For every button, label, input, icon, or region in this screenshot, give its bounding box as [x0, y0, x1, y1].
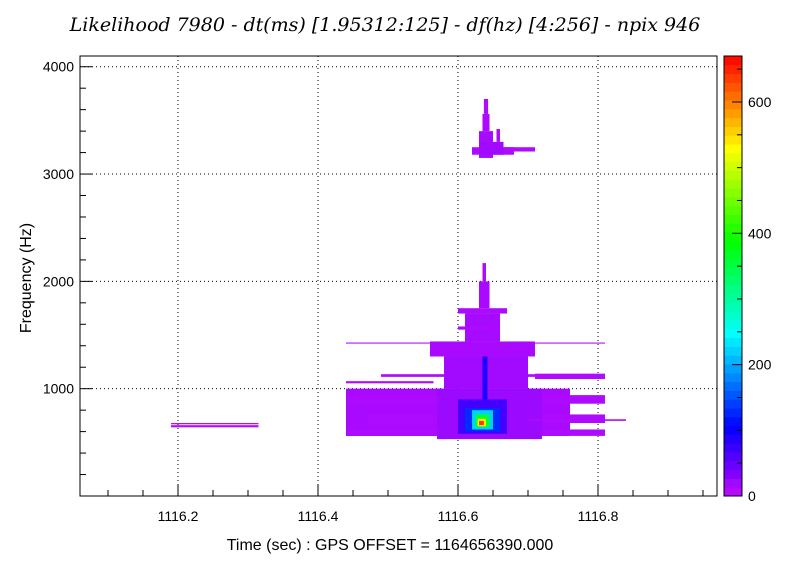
colorbar-swatch	[724, 452, 742, 462]
colorbar-frame	[723, 55, 743, 497]
colorbar-swatch	[724, 346, 742, 356]
colorbar-swatch	[724, 196, 742, 207]
colorbar-swatch	[724, 117, 742, 127]
colorbar: 0 200 400 600	[723, 55, 772, 504]
colorbar-swatch	[724, 135, 742, 145]
colorbar-swatch	[724, 284, 742, 295]
heatmap-cell	[171, 423, 259, 425]
heatmap-cell	[479, 141, 504, 155]
grid-lines	[80, 56, 717, 496]
plot-frame	[79, 55, 718, 497]
colorbar-swatch	[724, 223, 742, 233]
colorbar-swatch	[724, 390, 742, 400]
colorbar-swatch	[724, 478, 742, 488]
heatmap-cell	[458, 326, 493, 330]
colorbar-swatch	[724, 144, 742, 154]
colorbar-swatch	[724, 249, 742, 259]
heatmap-cell	[486, 147, 535, 152]
colorbar-swatch	[724, 205, 742, 215]
x-tick-label: 1116.8	[578, 508, 619, 524]
colorbar-swatch	[724, 258, 742, 268]
heatmap-cell	[528, 419, 626, 421]
colorbar-swatch	[724, 56, 742, 66]
colorbar-swatch	[724, 408, 742, 418]
colorbar-swatch	[724, 434, 742, 444]
colorbar-swatch	[724, 214, 742, 224]
colorbar-swatch	[724, 381, 742, 391]
y-tick-label: 1000	[43, 381, 74, 397]
heatmap-cell	[483, 98, 489, 114]
colorbar-tick-label: 400	[748, 225, 772, 241]
heatmap-cells	[171, 98, 626, 440]
colorbar-swatch	[724, 73, 742, 83]
colorbar-swatch	[724, 240, 742, 251]
x-tick-label: 1116.2	[158, 508, 199, 524]
colorbar-tick-label: 200	[748, 357, 772, 373]
colorbar-swatch	[724, 364, 742, 374]
colorbar-swatch	[724, 399, 742, 409]
colorbar-swatch	[724, 328, 742, 339]
colorbar-swatch	[724, 276, 742, 286]
heatmap-cell	[171, 425, 259, 428]
colorbar-swatch	[724, 179, 742, 189]
colorbar-swatch	[724, 425, 742, 435]
colorbar-swatch	[724, 443, 742, 453]
heatmap-cell	[346, 381, 434, 384]
heatmap-cell	[479, 420, 484, 426]
colorbar-swatch	[724, 487, 742, 497]
colorbar-swatch	[724, 64, 742, 75]
heatmap-cell	[482, 356, 488, 400]
colorbar-swatch	[724, 161, 742, 171]
x-axis: 1116.2 1116.4 1116.6 1116.8	[107, 484, 704, 524]
colorbar-tick-label: 600	[748, 94, 772, 110]
heatmap-cell	[482, 263, 486, 282]
heatmap-cell	[496, 128, 500, 142]
x-tick-label: 1116.6	[438, 508, 479, 524]
y-axis: 1000 2000 3000 4000	[43, 59, 92, 476]
heatmap-cell	[430, 341, 535, 357]
colorbar-swatch	[724, 82, 742, 92]
colorbar-swatch	[724, 91, 742, 101]
colorbar-swatch	[724, 152, 742, 163]
x-tick-label: 1116.4	[298, 508, 339, 524]
colorbar-tick-label: 0	[748, 488, 756, 504]
x-axis-title: Time (sec) : GPS OFFSET = 1164656390.000	[227, 537, 554, 554]
colorbar-swatch	[724, 232, 742, 242]
colorbar-swatch	[724, 372, 742, 383]
colorbar-swatch	[724, 302, 742, 312]
heatmap-cell	[535, 373, 605, 380]
y-axis-title: Frequency (Hz)	[18, 223, 35, 333]
colorbar-swatch	[724, 188, 742, 198]
y-tick-label: 3000	[43, 166, 74, 182]
colorbar-swatch	[724, 355, 742, 365]
chart-title: Likelihood 7980 - dt(ms) [1.95312:125] -…	[69, 14, 701, 36]
colorbar-swatch	[724, 469, 742, 479]
colorbar-swatch	[724, 311, 742, 321]
colorbar-swatch	[724, 460, 742, 471]
y-tick-label: 2000	[43, 273, 74, 289]
heatmap-cell	[482, 113, 490, 132]
colorbar-swatch	[724, 416, 742, 427]
y-tick-label: 4000	[43, 59, 74, 75]
colorbar-swatch	[724, 320, 742, 330]
colorbar-swatch	[724, 293, 742, 303]
colorbar-swatch	[724, 126, 742, 136]
heatmap-cell	[458, 308, 507, 314]
heatmap-cell	[479, 281, 490, 309]
colorbar-swatch	[724, 100, 742, 110]
colorbar-swatch	[724, 170, 742, 180]
colorbar-swatch	[724, 267, 742, 277]
colorbar-swatch	[724, 108, 742, 119]
colorbar-swatch	[724, 337, 742, 347]
